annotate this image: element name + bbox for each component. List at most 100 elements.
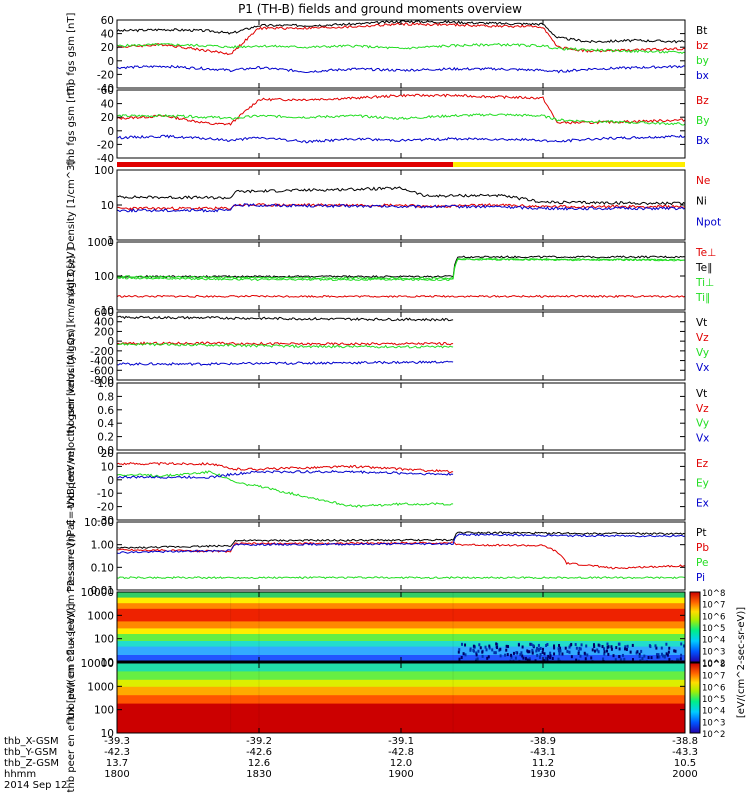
spectrogram-pixel [606, 649, 609, 653]
y-tick-label: -20 [97, 139, 114, 151]
spectrogram-pixel [585, 644, 588, 648]
y-tick-label: -600 [90, 365, 114, 377]
spectrogram-pixel [485, 648, 488, 652]
panel-frame [116, 382, 686, 451]
y-tick-label: 0 [107, 56, 114, 68]
legend-label-Vx: Vx [696, 362, 709, 374]
y-axis-label: thb fgs gsm [nT] [66, 13, 77, 96]
spectrogram-band [117, 671, 685, 681]
colorbar-label: [eV/(cm^2-sec-sr-eV)] [736, 607, 747, 718]
spectrogram-pixel [535, 649, 538, 653]
legend-label-Vx: Vx [696, 432, 709, 444]
legend-label-Ni: Ni [696, 196, 707, 208]
y-tick-label: 1000 [87, 681, 114, 693]
ephemeris-value: -43.3 [672, 747, 698, 758]
series-line-Vx [116, 360, 454, 366]
ephemeris-value: 2000 [672, 769, 697, 780]
y-axis-label: thb peer velocity gsm [km/s (All Qs)] [66, 324, 77, 508]
spectrogram-pixel [526, 658, 529, 662]
ephemeris-value: 1800 [104, 769, 129, 780]
spectrogram-band [117, 634, 685, 642]
legend-label-By: By [696, 115, 709, 127]
legend-label-Ti∥: Ti∥ [695, 292, 710, 304]
colorbar-tick-label: 10^3 [702, 647, 725, 657]
y-tick-label: 0.4 [97, 418, 114, 430]
series-line-Ex [116, 469, 454, 479]
spectrogram-pixel [510, 653, 513, 657]
spectrogram-pixel [623, 657, 626, 661]
y-tick-label: 0.0 [97, 445, 114, 457]
ephemeris-value: -38.8 [672, 736, 698, 747]
legend-label-Ex: Ex [696, 497, 709, 509]
spectrogram-pixel [484, 645, 487, 649]
spectrogram-pixel [539, 646, 542, 650]
spectrogram-pixel [549, 651, 552, 655]
colorbar [689, 591, 701, 663]
spectrogram-pixel [615, 646, 618, 650]
legend-label-Bz: Bz [696, 95, 709, 107]
spectrogram-pixel [676, 658, 679, 662]
spectrogram-pixel [558, 652, 561, 656]
spectrogram-pixel [464, 643, 467, 647]
ephemeris-value: -42.6 [246, 747, 272, 758]
legend-label-Te∥: Te∥ [695, 262, 712, 274]
spectrogram-pixel [612, 654, 615, 658]
panel-8: 10.00 1.00 0.10 0.01 Pressure [nPa] Pt Pb Pe Pi [66, 517, 709, 597]
spectrogram-pixel [519, 653, 522, 657]
y-tick-label: 1.0 [97, 378, 114, 390]
spectrogram-pixel [557, 647, 560, 651]
spectrogram-pixel [481, 650, 484, 654]
spectrogram-pixel [568, 645, 571, 649]
y-axis-label: E=-VxB [mV/m] [66, 447, 77, 525]
spectrogram-pixel [543, 652, 546, 656]
spectrogram-pixel [574, 643, 577, 647]
spectrogram-pixel [488, 644, 491, 648]
spectrogram-pixel [629, 650, 632, 654]
y-tick-label: 200 [94, 326, 114, 338]
spectrogram-pixel [665, 642, 668, 646]
panel-9: 10000 1000 100 10 thb peir en eflux [eV/(cm^… [66, 534, 686, 720]
spectrogram-pixel [561, 652, 564, 656]
y-tick-label: 10 [101, 728, 114, 740]
spectrogram-pixel [584, 657, 587, 661]
spectrogram-pixel [549, 654, 552, 658]
legend-label-Bx: Bx [696, 135, 709, 147]
spectrogram-pixel [679, 657, 682, 661]
colorbar-tick-label: 10^5 [702, 624, 725, 634]
spectrogram-pixel [580, 643, 583, 647]
spectrogram-pixel [524, 657, 527, 661]
colorbar-tick-label: 10^5 [702, 695, 725, 705]
spectrogram-pixel [640, 649, 643, 653]
colorbar-tick-label: 10^8 [702, 660, 725, 670]
spectrogram-pixel [663, 655, 666, 659]
y-tick-label: 100 [94, 634, 114, 646]
ephemeris-label: hhmm [4, 769, 36, 780]
y-tick-label: -800 [90, 375, 114, 387]
series-line-Ti∥ [116, 257, 686, 280]
spectrogram-pixel [546, 642, 549, 646]
spectrogram-pixel [464, 653, 467, 657]
legend-label-Pe: Pe [696, 557, 708, 569]
series-line-Ez [116, 461, 454, 474]
spectrogram-pixel [559, 649, 562, 653]
y-tick-label: 1 [107, 235, 114, 247]
spectrogram-pixel [551, 656, 554, 660]
spectrogram-pixel [657, 653, 660, 657]
y-tick-label: 600 [94, 307, 114, 319]
y-tick-label: 40 [101, 29, 114, 41]
spectrogram-pixel [602, 657, 605, 661]
spectrogram-pixel [624, 645, 627, 649]
ephemeris-value: 12.0 [390, 758, 412, 769]
spectrogram-pixel [478, 643, 481, 647]
spectrogram-pixel [541, 650, 544, 654]
ephemeris-label: 2014 Sep 12 [4, 780, 67, 791]
spectrogram-pixel [546, 657, 549, 661]
spectrogram-pixel [610, 647, 613, 651]
y-tick-label: 0 [107, 126, 114, 138]
spectrogram-band [117, 597, 685, 604]
y-axis-label: magt3 [eV] [66, 248, 77, 305]
spectrogram-pixel [491, 648, 494, 652]
